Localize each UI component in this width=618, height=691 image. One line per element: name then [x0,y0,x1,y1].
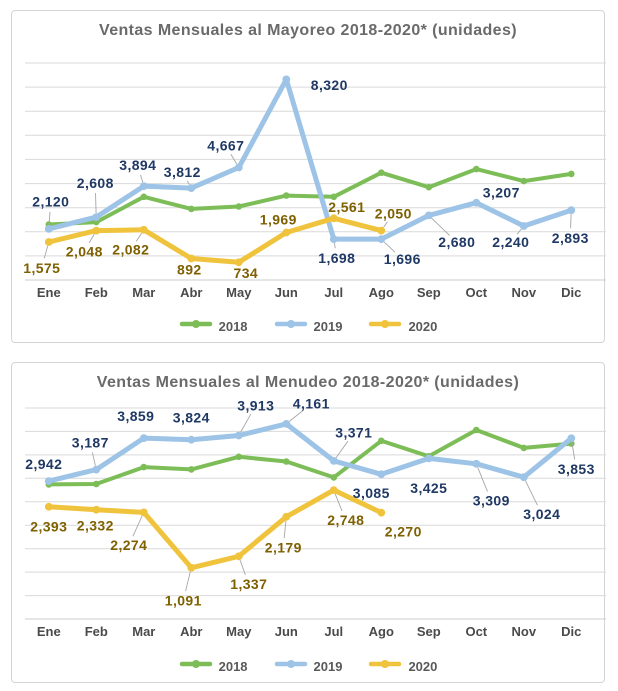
svg-text:3,853: 3,853 [558,461,595,477]
legend-marker [179,317,213,335]
svg-text:2,893: 2,893 [552,230,589,246]
svg-text:2,050: 2,050 [375,205,412,221]
legend-marker [368,657,402,675]
svg-text:3,859: 3,859 [117,408,154,424]
legend-item-label: 2019 [313,658,343,674]
svg-text:2,048: 2,048 [66,243,103,259]
svg-text:Ene: Ene [37,624,61,639]
svg-text:Jul: Jul [324,624,343,639]
chart-legend: 2018 2019 2020 [12,317,604,335]
svg-text:3,187: 3,187 [72,434,109,450]
svg-text:2,332: 2,332 [77,518,114,534]
svg-text:Abr: Abr [180,624,202,639]
legend-item-label: 2019 [313,318,343,334]
chart-title: Ventas Mensuales al Mayoreo 2018-2020* (… [99,22,517,39]
legend-item-label: 2018 [218,318,248,334]
svg-text:3,425: 3,425 [410,480,447,496]
svg-text:2,561: 2,561 [328,199,365,215]
legend-item-2019: 2019 [274,317,343,335]
svg-text:3,894: 3,894 [119,157,156,173]
svg-text:3,371: 3,371 [335,425,372,441]
svg-text:1,969: 1,969 [260,211,297,227]
svg-text:8,320: 8,320 [311,77,348,93]
svg-text:1,696: 1,696 [384,251,421,267]
svg-text:3,309: 3,309 [473,493,510,509]
chart-title: Ventas Mensuales al Menudeo 2018-2020* (… [96,374,520,391]
legend-item-label: 2020 [408,318,438,334]
legend-marker [368,317,402,335]
svg-text:3,812: 3,812 [164,164,201,180]
svg-text:May: May [226,285,252,300]
mayoreo-plot-area: 2,120 2,608 3,894 3,812 4,667 8,320 1,698 1,696… [23,62,606,300]
svg-text:2,680: 2,680 [438,234,475,250]
svg-text:1,575: 1,575 [23,260,60,276]
svg-text:1,091: 1,091 [165,593,202,609]
svg-text:892: 892 [177,261,202,277]
svg-text:2,608: 2,608 [77,175,114,191]
svg-text:734: 734 [234,265,259,281]
svg-text:2,270: 2,270 [385,523,422,539]
svg-text:Dic: Dic [561,285,581,300]
svg-text:Nov: Nov [512,624,537,639]
svg-text:May: May [226,624,252,639]
svg-text:Abr: Abr [180,285,202,300]
svg-text:3,824: 3,824 [173,410,210,426]
svg-text:2,748: 2,748 [327,512,364,528]
svg-text:3,207: 3,207 [483,185,520,201]
svg-text:2,179: 2,179 [265,540,302,556]
svg-text:1,698: 1,698 [318,250,355,266]
legend-item-2018: 2018 [179,317,248,335]
legend-item-2018: 2018 [179,657,248,675]
chart-legend: 2018 2019 2020 [12,657,604,675]
menudeo-chart-card: Ventas Mensuales al Menudeo 2018-2020* (… [11,362,606,683]
svg-text:Oct: Oct [465,624,487,639]
svg-text:Oct: Oct [465,285,487,300]
svg-text:Jul: Jul [324,285,343,300]
svg-text:Sep: Sep [417,624,441,639]
svg-text:2,120: 2,120 [32,194,69,210]
svg-text:4,161: 4,161 [293,396,330,412]
legend-item-label: 2018 [218,658,248,674]
legend-marker [179,657,213,675]
legend-item-2019: 2019 [274,657,343,675]
svg-text:Nov: Nov [512,285,537,300]
legend-marker [274,317,308,335]
svg-text:Jun: Jun [275,285,298,300]
svg-text:Sep: Sep [417,285,441,300]
svg-text:3,913: 3,913 [237,397,274,413]
svg-text:1,337: 1,337 [230,576,267,592]
legend-item-2020: 2020 [368,657,437,675]
svg-text:Feb: Feb [85,285,108,300]
menudeo-plot-area: 2,942 3,187 3,859 3,824 3,913 4,161 3,371 3,085… [25,396,606,639]
legend-item-2020: 2020 [368,317,437,335]
svg-text:Mar: Mar [132,624,155,639]
svg-text:Dic: Dic [561,624,581,639]
svg-text:2,274: 2,274 [110,537,147,553]
legend-marker [274,657,308,675]
mayoreo-chart-card: Ventas Mensuales al Mayoreo 2018-2020* (… [11,10,606,343]
svg-text:3,085: 3,085 [353,485,390,501]
svg-text:2,082: 2,082 [112,242,149,258]
svg-text:Ago: Ago [369,285,394,300]
legend-item-label: 2020 [408,658,438,674]
svg-text:Jun: Jun [275,624,298,639]
svg-text:3,024: 3,024 [523,506,560,522]
svg-text:Mar: Mar [132,285,155,300]
svg-text:2,240: 2,240 [492,234,529,250]
svg-text:Ene: Ene [37,285,61,300]
svg-text:2,942: 2,942 [25,456,62,472]
svg-text:Feb: Feb [85,624,108,639]
svg-text:4,667: 4,667 [207,137,244,153]
svg-text:Ago: Ago [369,624,394,639]
svg-text:2,393: 2,393 [30,519,67,535]
